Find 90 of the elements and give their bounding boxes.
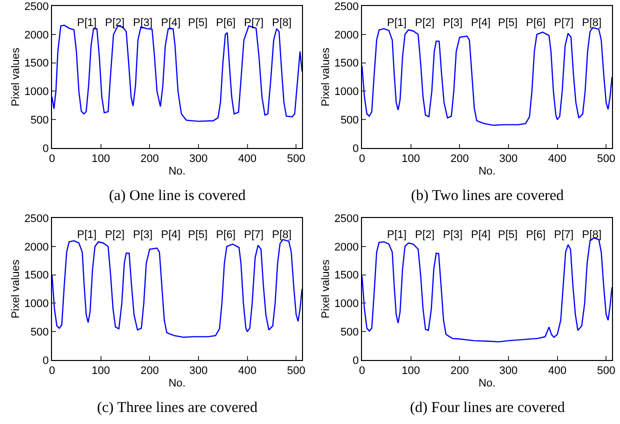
annotation: P[8]: [582, 17, 602, 29]
text: (b) Two lines are covered: [411, 188, 564, 204]
y-tick-label: 2000: [334, 29, 359, 42]
annotation: P[5]: [188, 17, 208, 29]
y-tick-label: 500: [30, 326, 49, 338]
annotation: P[1]: [77, 229, 97, 241]
x-tick-label: 400: [548, 365, 566, 378]
annotation: P[2]: [415, 229, 435, 241]
annotation: P[1]: [77, 17, 97, 29]
line-series: [52, 238, 302, 338]
annotation: P[3]: [443, 17, 463, 29]
x-axis-title: No.: [168, 165, 186, 178]
annotation: P[2]: [105, 229, 125, 241]
annotation: P[3]: [133, 17, 153, 29]
x-tick-label: 200: [140, 153, 159, 166]
x-tick-label: 400: [238, 153, 256, 166]
y-tick-label: 2000: [24, 241, 49, 254]
annotation: P[4]: [161, 17, 181, 29]
x-tick-label: 400: [238, 365, 256, 378]
annotation: P[8]: [272, 17, 292, 29]
y-tick-label: 2500: [24, 212, 49, 225]
y-tick-label: 500: [340, 114, 359, 126]
y-tick-label: 0: [352, 142, 359, 155]
y-axis-title: Pixel values: [320, 259, 332, 318]
annotation: P[7]: [244, 17, 264, 29]
y-axis-title: Pixel values: [10, 47, 22, 106]
y-tick-label: 1500: [334, 270, 359, 282]
annotation: P[6]: [526, 229, 546, 241]
y-tick-label: 500: [30, 114, 49, 126]
y-tick-label: 2500: [334, 212, 359, 225]
x-tick-label: 200: [450, 153, 469, 166]
annotation: P[7]: [554, 17, 574, 29]
y-tick-label: 500: [340, 326, 359, 338]
x-tick-label: 300: [189, 153, 208, 166]
x-tick-label: 100: [402, 365, 420, 378]
annotation: P[4]: [471, 17, 491, 29]
x-tick-label: 100: [92, 365, 110, 378]
text: (c) Three lines are covered: [97, 400, 258, 416]
annotation: P[8]: [582, 229, 602, 241]
annotation: P[3]: [443, 229, 463, 241]
x-tick-label: 500: [286, 365, 306, 378]
annotation: P[2]: [415, 17, 435, 29]
y-tick-label: 0: [42, 354, 49, 367]
y-tick-label: 2500: [334, 0, 359, 13]
x-axis-title: No.: [478, 377, 496, 390]
x-axis-title: No.: [168, 377, 186, 390]
y-tick-label: 0: [352, 354, 359, 367]
text: (a) One line is covered: [109, 188, 246, 204]
y-tick-label: 0: [42, 142, 49, 155]
annotation: P[4]: [471, 229, 491, 241]
y-tick-label: 2000: [334, 241, 359, 254]
x-tick-label: 400: [548, 153, 566, 166]
y-tick-label: 1500: [334, 58, 359, 70]
annotation: P[5]: [188, 229, 208, 241]
annotation: P[7]: [244, 229, 264, 241]
x-axis-title: No.: [478, 165, 496, 178]
annotation: P[5]: [498, 229, 518, 241]
x-tick-label: 300: [499, 365, 518, 378]
x-tick-label: 100: [92, 153, 110, 166]
y-tick-label: 2500: [24, 0, 49, 13]
text: (d) Four lines are covered: [410, 400, 566, 416]
x-tick-label: 500: [286, 153, 306, 166]
x-tick-label: 300: [189, 365, 208, 378]
x-tick-label: 200: [450, 365, 469, 378]
annotation: P[3]: [133, 229, 153, 241]
y-axis-title: Pixel values: [10, 259, 22, 318]
y-tick-label: 1000: [334, 86, 359, 98]
x-tick-label: 300: [499, 153, 518, 166]
y-tick-label: 1500: [24, 58, 49, 70]
y-tick-label: 1000: [24, 298, 49, 310]
annotation: P[5]: [498, 17, 518, 29]
x-tick-label: 200: [140, 365, 159, 378]
annotation: P[6]: [526, 17, 546, 29]
line-series: [362, 26, 612, 126]
y-tick-label: 1000: [334, 298, 359, 310]
annotation: P[8]: [272, 229, 292, 241]
annotation: P[6]: [216, 229, 236, 241]
annotation: P[1]: [387, 17, 407, 29]
y-tick-label: 2000: [24, 29, 49, 42]
annotation: P[2]: [105, 17, 125, 29]
annotation: P[6]: [216, 17, 236, 29]
y-axis-title: Pixel values: [320, 47, 332, 106]
annotation: P[4]: [161, 229, 181, 241]
annotation: P[7]: [554, 229, 574, 241]
x-tick-label: 100: [402, 153, 420, 166]
y-tick-label: 1500: [24, 270, 49, 282]
y-tick-label: 1000: [24, 86, 49, 98]
annotation: P[1]: [387, 229, 407, 241]
x-tick-label: 500: [596, 153, 616, 166]
x-tick-label: 500: [596, 365, 616, 378]
